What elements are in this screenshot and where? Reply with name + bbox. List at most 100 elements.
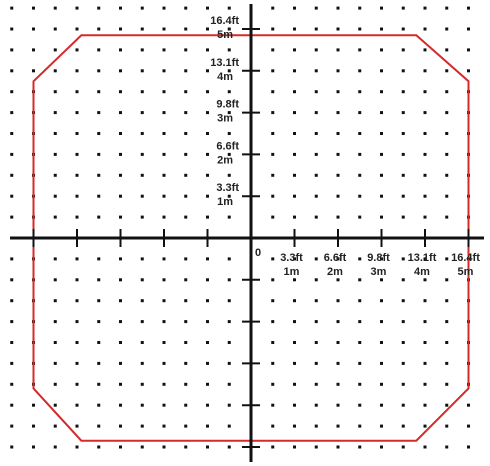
grid-dot-22 xyxy=(32,445,35,449)
grid-dot-231 xyxy=(227,215,231,219)
grid-dot-18 xyxy=(10,69,14,73)
grid-dot-144 xyxy=(140,194,144,198)
grid-dot-4 xyxy=(10,361,14,365)
x-tick-label-m: 1m xyxy=(284,266,300,278)
grid-dot-189 xyxy=(184,173,188,177)
grid-dot-298 xyxy=(293,194,296,198)
grid-dot-70 xyxy=(75,361,79,365)
grid-dot-404 xyxy=(401,278,405,282)
grid-dot-395 xyxy=(380,6,383,10)
grid-dot-461 xyxy=(445,6,449,10)
grid-dot-74 xyxy=(75,278,79,282)
grid-dot-117 xyxy=(119,299,122,303)
grid-dot-305 xyxy=(293,48,296,52)
grid-dot-82 xyxy=(75,111,79,115)
grid-dot-427 xyxy=(423,257,427,261)
grid-dot-265 xyxy=(271,424,275,428)
grid-dot-377 xyxy=(380,382,383,386)
grid-dot-122 xyxy=(119,194,122,198)
grid-dot-299 xyxy=(293,173,296,177)
grid-dot-182 xyxy=(184,320,188,324)
grid-dot-416 xyxy=(401,27,405,31)
grid-dot-392 xyxy=(380,69,383,73)
grid-dot-119 xyxy=(119,257,122,261)
y-tick-label-ft: 9.8ft xyxy=(216,99,239,111)
grid-dot-121 xyxy=(119,215,122,219)
grid-dot-387 xyxy=(380,173,383,177)
grid-dot-195 xyxy=(184,48,188,52)
grid-dot-429 xyxy=(423,215,427,219)
grid-dot-301 xyxy=(293,132,296,135)
grid-dot-273 xyxy=(271,257,275,261)
grid-dot-8 xyxy=(10,278,14,282)
grid-dot-300 xyxy=(293,152,296,156)
grid-dot-24 xyxy=(32,403,35,407)
grid-dot-268 xyxy=(271,361,275,365)
grid-dot-218 xyxy=(206,27,209,31)
grid-dot-329 xyxy=(314,6,318,10)
grid-dot-415 xyxy=(401,48,405,52)
grid-dot-173 xyxy=(162,48,166,52)
grid-dot-222 xyxy=(227,403,231,407)
grid-dot-430 xyxy=(423,194,427,198)
grid-dot-66 xyxy=(75,445,79,449)
tick-labels: 0 3.3ft 1m 6.6ft 2m 9.8ft 3m 13.1ft 4m 16.4ft 5m 3… xyxy=(210,15,480,278)
grid-dot-349 xyxy=(336,48,340,52)
grid-dot-1 xyxy=(10,424,14,428)
grid-dot-201 xyxy=(206,382,209,386)
grid-dot-226 xyxy=(227,320,231,324)
grid-dot-413 xyxy=(401,90,405,94)
grid-dot-440 xyxy=(445,445,449,449)
grid-dot-199 xyxy=(206,424,209,428)
grid-dot-405 xyxy=(401,257,405,261)
grid-dot-272 xyxy=(271,278,275,282)
grid-dot-367 xyxy=(358,132,362,135)
grid-dot-369 xyxy=(358,90,362,94)
grid-dot-418 xyxy=(423,445,427,449)
grid-dot-370 xyxy=(358,69,362,73)
grid-dot-204 xyxy=(206,320,209,324)
grid-dot-333 xyxy=(336,382,340,386)
grid-dot-437 xyxy=(423,48,427,52)
grid-dot-264 xyxy=(271,445,275,449)
grid-dot-84 xyxy=(75,69,79,73)
grid-dot-206 xyxy=(206,278,209,282)
x-tick-label-m: 2m xyxy=(327,266,343,278)
grid-dot-236 xyxy=(227,111,231,115)
grid-dot-354 xyxy=(358,403,362,407)
grid-dot-104 xyxy=(97,111,101,115)
grid-dot-163 xyxy=(162,257,166,261)
grid-dot-180 xyxy=(184,361,188,365)
grid-dot-449 xyxy=(445,257,449,261)
grid-dot-316 xyxy=(314,278,318,282)
grid-dot-108 xyxy=(97,27,101,31)
grid-dot-385 xyxy=(380,215,383,219)
grid-dot-358 xyxy=(358,320,362,324)
grid-dot-167 xyxy=(162,173,166,177)
grid-dot-228 xyxy=(227,278,231,282)
grid-dot-426 xyxy=(423,278,427,282)
grid-dot-178 xyxy=(184,403,188,407)
grid-dot-400 xyxy=(401,361,405,365)
grid-dot-224 xyxy=(227,361,231,365)
grid-dot-454 xyxy=(445,152,449,156)
grid-dot-348 xyxy=(336,69,340,73)
grid-dot-347 xyxy=(336,90,340,94)
grid-dot-203 xyxy=(206,341,209,344)
x-tick-label-ft: 16.4ft xyxy=(451,252,480,264)
grid-dot-69 xyxy=(75,382,79,386)
grid-dot-403 xyxy=(401,299,405,303)
grid-dot-161 xyxy=(162,299,166,303)
grid-dot-379 xyxy=(380,341,383,344)
grid-dot-409 xyxy=(401,173,405,177)
grid-dot-304 xyxy=(293,69,296,73)
grid-dot-371 xyxy=(358,48,362,52)
x-tick-label-m: 3m xyxy=(371,266,387,278)
grid-dot-170 xyxy=(162,111,166,115)
grid-dot-174 xyxy=(162,27,166,31)
grid-dot-442 xyxy=(445,403,449,407)
grid-dot-165 xyxy=(162,215,166,219)
grid-dot-280 xyxy=(271,111,275,115)
grid-dot-113 xyxy=(119,382,122,386)
grid-dot-127 xyxy=(119,90,122,94)
